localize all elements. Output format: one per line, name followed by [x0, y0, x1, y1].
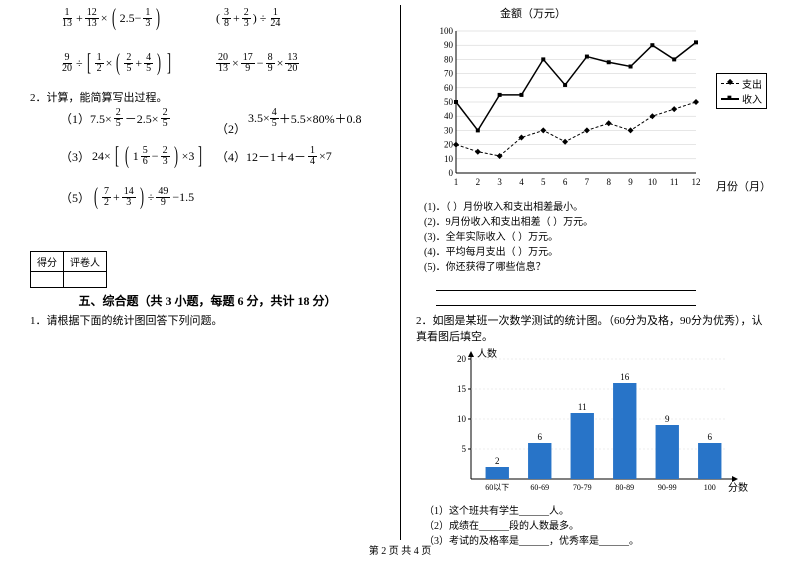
section-5-header: 得分 评卷人: [30, 251, 385, 288]
sub2-1: （1）这个班共有学生______人。: [424, 504, 770, 519]
expr-3: 920÷[12×(25+45)]: [60, 50, 216, 77]
svg-text:9: 9: [628, 177, 633, 187]
svg-text:10: 10: [648, 177, 658, 187]
svg-text:20: 20: [444, 140, 454, 150]
chart1-questions: (1)．（ ）月份收入和支出相差最小。 (2)．9月份收入和支出相差（ ）万元。…: [424, 200, 770, 275]
svg-text:6: 6: [563, 177, 568, 187]
i3-text: （3）: [60, 148, 90, 165]
svg-text:11: 11: [670, 177, 679, 187]
i4b-text: ×7: [319, 149, 332, 164]
q1-text: 1．请根据下面的统计图回答下列问题。: [30, 312, 385, 328]
expr-row-4: （3） 24×[(156−23)×3] （4）12－1＋4－14×7: [30, 143, 385, 170]
svg-text:15: 15: [457, 384, 467, 394]
expr-row-3: （1）7.5×25－2.5×25 （2） 3.5×45＋5.5×80%＋0.8: [30, 108, 385, 129]
expr-4: 2013×179−89×1320: [216, 50, 372, 77]
chart1-legend: 支出 收入: [716, 73, 767, 109]
sub2-3: （3）考试的及格率是______，优秀率是______。: [424, 534, 770, 549]
legend-expense: 支出: [742, 76, 762, 91]
svg-text:90: 90: [444, 40, 454, 50]
svg-text:4: 4: [519, 177, 524, 187]
left-column: 113+1213×(2.5−13) (38 + 23) ÷ 124 920÷[1…: [30, 5, 400, 540]
svg-text:50: 50: [444, 97, 454, 107]
chart1-xtitle: 月份（月）: [716, 178, 770, 194]
sub1-2: (2)．9月份收入和支出相差（ ）万元。: [424, 215, 770, 230]
svg-text:100: 100: [440, 26, 454, 36]
svg-text:60以下: 60以下: [485, 483, 509, 492]
expr-row-1: 113+1213×(2.5−13) (38 + 23) ÷ 124: [30, 5, 385, 32]
i5-text: （5）: [60, 189, 90, 206]
svg-text:12: 12: [692, 177, 701, 187]
svg-text:9: 9: [665, 414, 670, 424]
svg-text:5: 5: [462, 444, 467, 454]
svg-text:3: 3: [497, 177, 502, 187]
expr-row-2: 920÷[12×(25+45)] 2013×179−89×1320: [30, 50, 385, 77]
chart1-ytitle: 金额（万元）: [416, 5, 770, 21]
svg-text:7: 7: [585, 177, 590, 187]
i4-text: （4）12－1＋4－: [216, 148, 306, 165]
expr-1: 113+1213×(2.5−13): [60, 5, 216, 32]
i2-text: （2）: [216, 120, 246, 137]
i1b-text: －2.5×: [125, 110, 159, 127]
svg-text:8: 8: [606, 177, 611, 187]
sub1-5: (5)．你还获得了哪些信息？: [424, 260, 770, 275]
svg-text:10: 10: [444, 154, 454, 164]
expr-5: （1）7.5×25－2.5×25: [60, 108, 216, 129]
expr-8: （4）12－1＋4－14×7: [216, 143, 372, 170]
svg-text:100: 100: [704, 483, 716, 492]
svg-text:20: 20: [457, 354, 467, 364]
svg-text:70: 70: [444, 69, 454, 79]
bar-chart: 人数分数 5 10 15 20 2 60以下 6 60-69 11 70-79 16 80-89 9 90-…: [446, 347, 756, 497]
svg-text:2: 2: [495, 456, 500, 466]
svg-text:40: 40: [444, 111, 454, 121]
expr-7: （3） 24×[(156−23)×3]: [60, 143, 216, 170]
expr-6: （2） 3.5×45＋5.5×80%＋0.8: [216, 108, 372, 129]
i1-text: （1）7.5×: [60, 110, 112, 127]
score-cell-2: 评卷人: [64, 252, 107, 272]
i2b: ＋5.5×80%＋0.8: [279, 110, 362, 127]
score-table: 得分 评卷人: [30, 251, 107, 288]
svg-text:0: 0: [449, 168, 454, 178]
svg-text:人数: 人数: [477, 347, 497, 360]
sub1-3: (3)．全年实际收入（ ）万元。: [424, 230, 770, 245]
sub1-1: (1)．（ ）月份收入和支出相差最小。: [424, 200, 770, 215]
i2a: 3.5×: [248, 111, 270, 126]
score-cell-1: 得分: [31, 252, 64, 272]
svg-text:11: 11: [578, 402, 587, 412]
q2-label: 2．计算，能简算写出过程。: [30, 89, 385, 105]
svg-text:16: 16: [620, 372, 630, 382]
legend-income: 收入: [742, 91, 762, 106]
svg-text:2: 2: [476, 177, 481, 187]
svg-text:60-69: 60-69: [530, 483, 549, 492]
svg-text:30: 30: [444, 125, 454, 135]
svg-text:60: 60: [444, 83, 454, 93]
svg-text:80-89: 80-89: [615, 483, 634, 492]
section-5-title: 五、综合题（共 3 小题，每题 6 分，共计 18 分）: [30, 292, 385, 309]
svg-text:70-79: 70-79: [573, 483, 592, 492]
chart2-questions: （1）这个班共有学生______人。 （2）成绩在______段的人数最多。 （…: [424, 504, 770, 549]
svg-text:90-99: 90-99: [658, 483, 677, 492]
sub2-2: （2）成绩在______段的人数最多。: [424, 519, 770, 534]
chart2-wrap: 人数分数 5 10 15 20 2 60以下 6 60-69 11 70-79 16 80-89 9 90-…: [416, 347, 770, 500]
svg-text:6: 6: [538, 432, 543, 442]
expr-row-5: （5） (72+143)÷499−1.5: [30, 184, 385, 211]
svg-text:分数: 分数: [728, 481, 748, 494]
q2r-text: 2．如图是某班一次数学测试的统计图。（60分为及格，90分为优秀），认真看图后填…: [416, 312, 770, 344]
blank-line-2: [436, 294, 696, 306]
svg-text:6: 6: [708, 432, 713, 442]
blank-line-1: [436, 279, 696, 291]
line-chart: 0102030405060708090100123456789101112: [426, 23, 706, 193]
svg-text:10: 10: [457, 414, 467, 424]
sub1-4: (4)．平均每月支出（ ）万元。: [424, 245, 770, 260]
svg-text:5: 5: [541, 177, 546, 187]
right-column: 金额（万元） 010203040506070809010012345678910…: [400, 5, 770, 540]
chart1-wrap: 0102030405060708090100123456789101112 支出…: [416, 23, 770, 196]
expr-2: (38 + 23) ÷ 124: [216, 5, 372, 32]
svg-text:80: 80: [444, 54, 454, 64]
svg-text:1: 1: [454, 177, 459, 187]
expr-9: （5） (72+143)÷499−1.5: [60, 184, 216, 211]
